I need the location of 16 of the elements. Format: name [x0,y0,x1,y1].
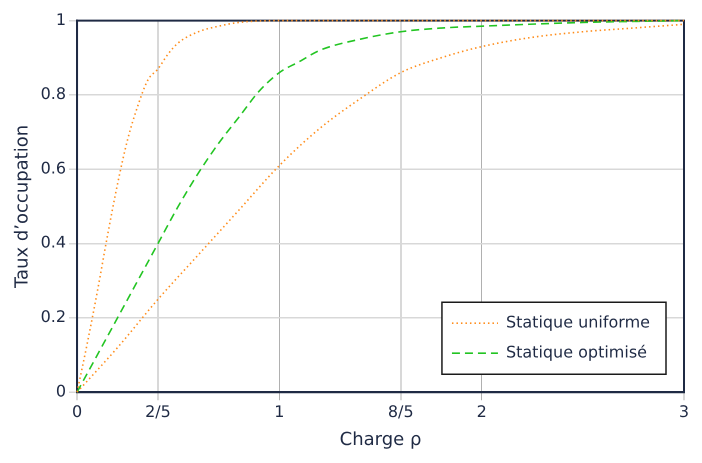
y-tick-label: 0.4 [40,232,66,252]
x-tick-label: 1 [274,402,284,421]
x-tick-label: 3 [678,402,690,421]
x-axis-title: Charge ρ [340,428,422,450]
y-tick-label: 0.8 [40,84,66,104]
y-tick-label: 0.2 [40,307,66,326]
legend-label: Statique uniforme [506,312,650,332]
y-tick-label: 0 [56,381,66,400]
y-axis-title: Taux d’occupation [11,124,32,289]
x-tick-label: 2/5 [145,402,171,421]
y-tick-label: 0.6 [40,158,66,178]
x-tick-label: 0 [72,402,82,421]
legend-label: Statique optimisé [506,342,648,362]
x-tick-label: 2 [476,402,487,421]
x-tick-label: 8/5 [388,402,414,421]
y-tick-label: 1 [56,10,66,29]
